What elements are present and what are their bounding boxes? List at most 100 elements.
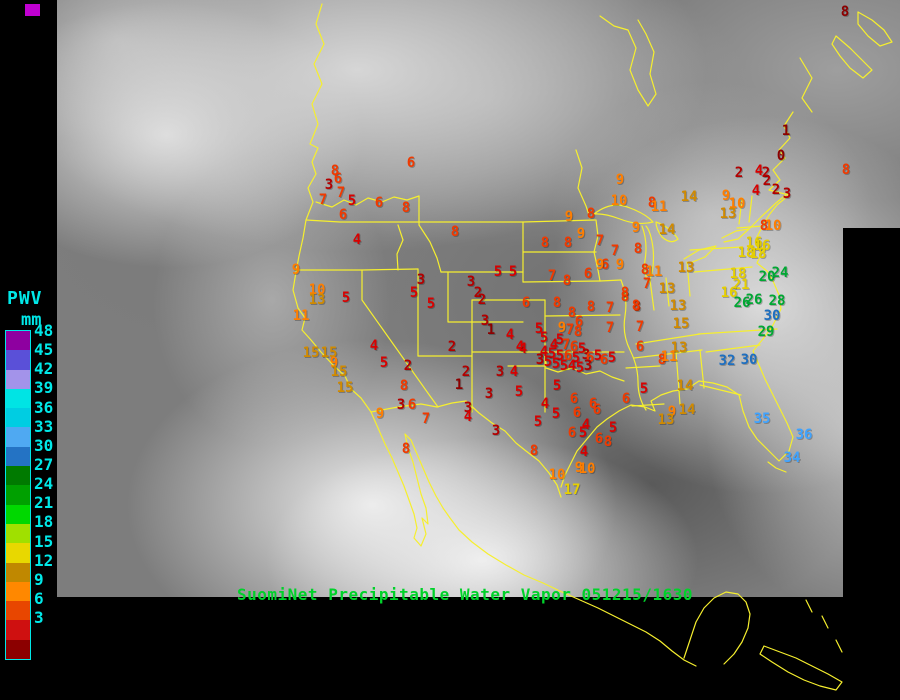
- station-value: 7: [561, 337, 571, 353]
- station-value: 7: [605, 320, 615, 336]
- station-value: 8: [633, 241, 643, 257]
- station-value: 7: [635, 319, 645, 335]
- station-value: 6: [592, 402, 602, 418]
- station-value: 4: [539, 344, 549, 360]
- station-value: 3: [583, 358, 593, 374]
- legend-color-block: [6, 369, 30, 389]
- station-value: 18: [729, 266, 747, 282]
- legend-label: 18: [34, 512, 54, 532]
- station-value: 3: [491, 423, 501, 439]
- station-value: 8: [330, 163, 340, 179]
- station-value: 8: [563, 235, 573, 251]
- legend-color-block: [6, 331, 30, 351]
- station-value: 9: [721, 188, 731, 204]
- legend-color-block: [6, 543, 30, 563]
- station-value: 1: [781, 123, 791, 139]
- station-value: 8: [647, 195, 657, 211]
- station-value: 6: [406, 155, 416, 171]
- station-value: 5: [547, 346, 557, 362]
- station-value: 1: [486, 322, 496, 338]
- station-value: 8: [529, 443, 539, 459]
- legend-color-block: [6, 523, 30, 544]
- station-value: 2: [771, 182, 781, 198]
- station-value: 5: [379, 355, 389, 371]
- station-value: 9: [576, 226, 586, 242]
- station-value: 10: [610, 193, 628, 209]
- station-value: 9: [595, 257, 605, 273]
- station-value: 5: [341, 290, 351, 306]
- station-value: 6: [600, 257, 610, 273]
- station-value: 9: [574, 460, 584, 476]
- station-value: 7: [547, 268, 557, 284]
- legend-color-block: [6, 639, 30, 660]
- legend-label: 39: [34, 378, 54, 398]
- station-value: 28: [768, 293, 786, 309]
- corner-marker: [25, 4, 40, 16]
- station-value: 6: [374, 195, 384, 211]
- station-value: 8: [640, 262, 650, 278]
- satellite-image: [57, 0, 900, 597]
- station-value: 7: [318, 192, 328, 208]
- station-value: 9: [291, 262, 301, 278]
- station-value: 6: [572, 405, 582, 421]
- station-value: 5: [593, 348, 603, 364]
- station-value: 3: [581, 347, 591, 363]
- station-value: 4: [518, 341, 528, 357]
- station-value: 5: [514, 384, 524, 400]
- station-value: 11: [645, 264, 663, 280]
- station-value: 24: [771, 265, 789, 281]
- legend-label: 9: [34, 569, 44, 589]
- station-value: 5: [575, 360, 585, 376]
- station-value: 13: [719, 206, 737, 222]
- legend-label: 30: [34, 435, 54, 455]
- station-value: 5: [555, 332, 565, 348]
- station-value: 36: [795, 427, 813, 443]
- station-value: 6: [621, 391, 631, 407]
- station-value: 13: [657, 412, 675, 428]
- station-value: 2: [762, 173, 772, 189]
- station-value: 18: [737, 245, 755, 261]
- station-value: 2: [461, 364, 471, 380]
- station-value: 4: [369, 338, 379, 354]
- station-value: 9: [564, 209, 574, 225]
- station-value: 14: [676, 378, 694, 394]
- station-value: 10: [578, 461, 596, 477]
- station-value: 4: [352, 232, 362, 248]
- station-value: 8: [657, 352, 667, 368]
- station-value: 10: [548, 467, 566, 483]
- station-value: 15: [336, 380, 354, 396]
- station-value: 6: [594, 431, 604, 447]
- station-value: 4: [505, 327, 515, 343]
- station-value: 30: [740, 352, 758, 368]
- station-value: 3: [535, 352, 545, 368]
- station-value: 8: [586, 206, 596, 222]
- station-value: 3: [396, 397, 406, 413]
- legend-labels: 48 45 42 39 36 33 30 27 24 21 18 15 12 9 6 3: [34, 321, 53, 627]
- station-value: 15: [330, 364, 348, 380]
- station-value: 10: [308, 282, 326, 298]
- station-value: 32: [718, 353, 736, 369]
- station-value: 4: [549, 337, 559, 353]
- station-value: 6: [333, 171, 343, 187]
- station-value: 5: [493, 264, 503, 280]
- legend-color-block: [6, 446, 30, 467]
- station-value: 13: [677, 260, 695, 276]
- station-value: 14: [658, 222, 676, 238]
- legend-title: PWV: [7, 288, 43, 309]
- station-value: 4: [581, 417, 591, 433]
- station-value: 6: [635, 339, 645, 355]
- station-value: 8: [759, 218, 769, 234]
- station-value: 17: [563, 482, 581, 498]
- station-value: 5: [559, 358, 569, 374]
- legend-bar: [5, 330, 31, 661]
- station-value: 5: [539, 330, 549, 346]
- station-value: 4: [751, 183, 761, 199]
- station-value: 9: [615, 172, 625, 188]
- legend-color-block: [6, 485, 30, 505]
- station-value: 7: [595, 233, 605, 249]
- station-value: 5: [409, 285, 419, 301]
- station-value: 5: [347, 193, 357, 209]
- legend-label: 36: [34, 397, 54, 417]
- station-value: 13: [670, 340, 688, 356]
- station-value: 5: [534, 321, 544, 337]
